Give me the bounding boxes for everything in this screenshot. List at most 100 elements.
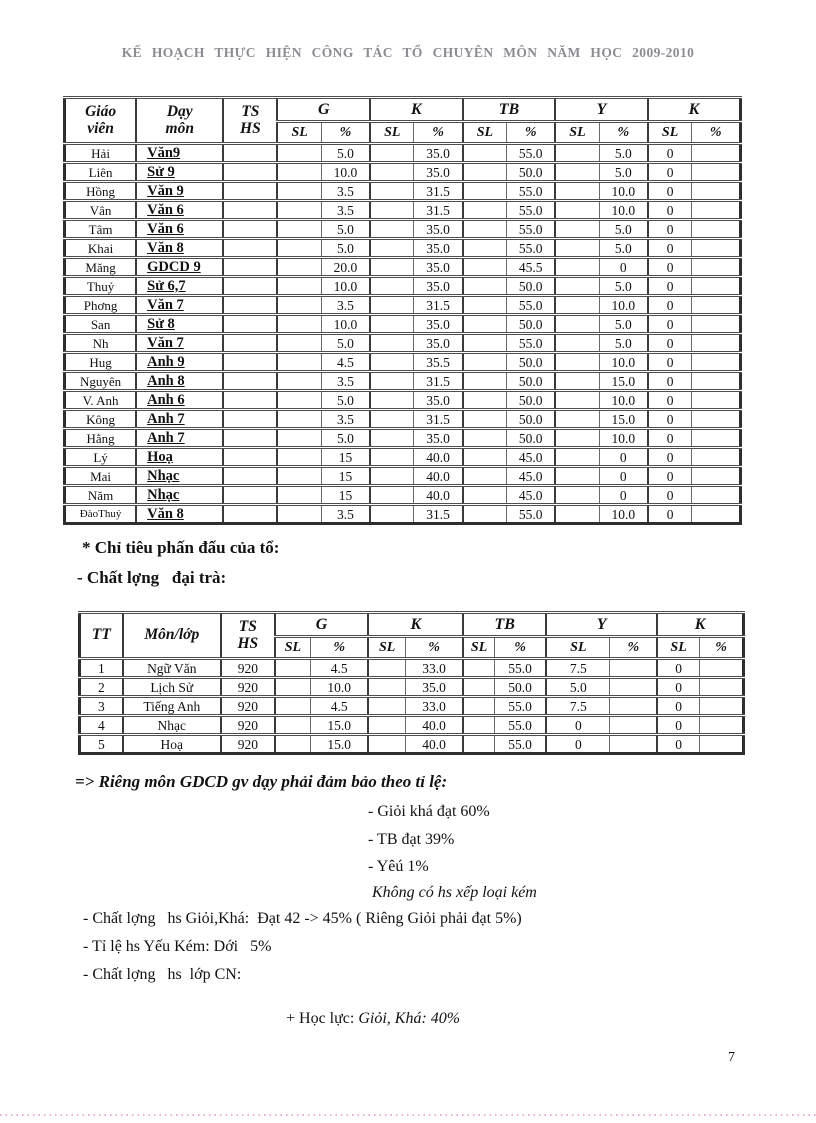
cell-k_sl [367,696,406,716]
note-tb: - TB đạt 39% [368,831,455,848]
cell-subject: Văn 8 [135,504,224,524]
cell-tb_pct: 50.0 [506,314,556,334]
cell-g_sl [273,658,311,678]
cell-tt: 4 [78,715,123,735]
cell-subject: GDCD 9 [135,257,224,277]
cell-y_sl [554,447,600,467]
cell-teacher: Hằng [63,428,137,448]
cell-y_pct: 5.0 [598,238,648,258]
cell-k_pct: 31.5 [413,504,463,524]
cell-tb_sl [461,333,507,353]
cell-kem_pct [691,409,741,429]
cell-subject: Văn 6 [135,219,224,239]
cell-subject: Văn 9 [135,181,224,201]
cell-g_sl [273,734,311,754]
cell-y_pct: 0 [598,466,648,486]
cell-tb_pct: 55.0 [506,333,556,353]
cell-y_sl [554,143,600,163]
cell-kem_pct [691,428,741,448]
cell-ts_hs [222,143,278,163]
cell-kem_pct [691,466,741,486]
cell-k_sl [367,658,406,678]
cell-tb_sl [461,238,507,258]
col-header-group-g: G [276,97,371,122]
cell-kem_sl: 0 [656,715,700,735]
cell-ts_hs [222,162,278,182]
cell-y_sl [554,181,600,201]
cell-k_pct: 40.0 [404,715,464,735]
cell-k_pct: 40.0 [413,466,463,486]
cell-k_pct: 35.0 [413,276,463,296]
cell-teacher: Hải [63,143,137,163]
cell-tb_sl [461,447,507,467]
table-row: Tâm Văn 6 5.0 35.0 55.0 5.0 0 [63,219,741,239]
cell-k_pct: 31.5 [413,371,463,391]
cell-g_sl [276,238,322,258]
subject-targets-table: TT Môn/lớp TS HS G K TB Y K SL % SL % SL… [78,611,745,755]
cell-g_pct: 4.5 [320,352,371,372]
cell-ts_hs [222,428,278,448]
cell-k_pct: 40.0 [413,447,463,467]
bottom-dotted-line [0,1114,816,1116]
cell-k_sl [369,181,414,201]
col-header-pct: % [310,636,369,659]
cell-tb_pct: 55.0 [506,504,556,524]
cell-kem_sl: 0 [646,409,692,429]
cell-g_sl [276,276,322,296]
cell-g_sl [273,715,311,735]
cell-g_sl [276,390,322,410]
cell-subject: Văn 7 [135,333,224,353]
table-row: 5 Hoạ 920 15.0 40.0 55.0 0 0 [78,734,744,754]
cell-tb_pct: 55.0 [506,181,556,201]
cell-kem_sl: 0 [646,295,692,315]
cell-teacher: ĐàoThuỷ [63,504,137,524]
cell-kem_pct [691,390,741,410]
col-header-sl: SL [369,121,414,144]
cell-teacher: Hồng [63,181,137,201]
cell-subject: Anh 7 [135,409,224,429]
cell-tt: 2 [78,677,123,697]
cell-g_pct: 5.0 [320,333,371,353]
cell-kem_sl: 0 [646,504,692,524]
cell-k_pct: 31.5 [413,200,463,220]
cell-kem_pct [699,715,744,735]
hoc-luc-value: Giỏi, Khá: 40% [358,1010,461,1027]
note-quality-cn: - Chất lợng hs lớp CN: [83,966,242,983]
cell-y_sl [554,314,600,334]
cell-tb_sl [461,371,507,391]
cell-kem_pct [691,181,741,201]
cell-kem_pct [691,352,741,372]
cell-y_sl [554,390,600,410]
cell-y_sl [554,352,600,372]
cell-subject: Anh 6 [135,390,224,410]
cell-y_sl [554,257,600,277]
cell-kem_sl: 0 [656,677,700,697]
cell-g_pct: 10.0 [320,314,371,334]
cell-ts_hs: 920 [219,715,275,735]
cell-k_pct: 40.0 [404,734,464,754]
cell-y_pct: 0 [598,447,648,467]
cell-k_sl [369,390,414,410]
cell-tb_sl [461,485,507,505]
cell-tb_sl [462,734,495,754]
col-header-sl: SL [462,636,495,659]
cell-tb_pct: 50.0 [506,409,556,429]
cell-y_pct: 10.0 [598,504,648,524]
cell-y_pct: 0 [598,485,648,505]
table-row: Lý Hoạ 15 40.0 45.0 0 0 [63,447,741,467]
cell-g_pct: 4.5 [310,696,369,716]
cell-kem_sl: 0 [646,238,692,258]
cell-k_sl [369,238,414,258]
cell-y_sl [554,428,600,448]
cell-ts_hs [222,314,278,334]
cell-y_pct: 5.0 [598,162,648,182]
note-yeu-kem-rate: - Tỉ lệ hs Yếu Kém: Dới 5% [83,938,272,955]
cell-k_pct: 33.0 [404,658,464,678]
cell-g_pct: 3.5 [320,371,371,391]
cell-kem_sl: 0 [646,447,692,467]
gdcd-requirement-heading: => Riêng môn GDCD gv dạy phải đảm bảo th… [75,772,448,791]
cell-teacher: San [63,314,137,334]
cell-y_sl [554,238,600,258]
cell-teacher: Lý [63,447,137,467]
cell-tb_pct: 45.0 [506,485,556,505]
